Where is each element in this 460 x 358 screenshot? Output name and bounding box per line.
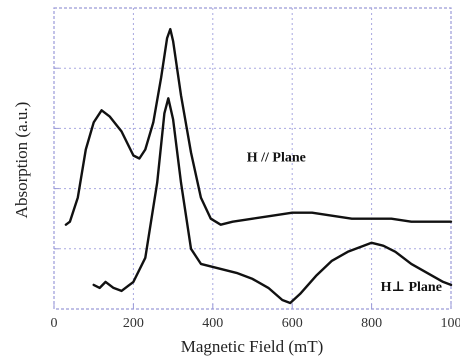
x-tick-label: 600 [282, 316, 303, 331]
axis-ticks [53, 67, 452, 309]
x-tick-label: 100 [441, 316, 460, 331]
data-series [64, 27, 453, 305]
annotation-perpendicular-plane: H⊥ Plane [381, 280, 442, 295]
x-tick-label: 200 [123, 316, 144, 331]
y-axis-title: Absorption (a.u.) [12, 102, 31, 219]
x-tick-label: 0 [51, 316, 58, 331]
plot-frame [53, 7, 452, 310]
x-axis-title: Magnetic Field (mT) [181, 337, 324, 356]
annotation-parallel-plane: H // Plane [247, 151, 306, 166]
series-perpendicular-line [92, 97, 453, 305]
x-tick-label: 800 [361, 316, 382, 331]
axis-tick-labels: 0 200 400 600 800 100 [51, 316, 460, 331]
annotations: H // Plane H⊥ Plane [247, 151, 442, 295]
series-parallel-line [64, 27, 453, 226]
x-tick-label: 400 [202, 316, 223, 331]
